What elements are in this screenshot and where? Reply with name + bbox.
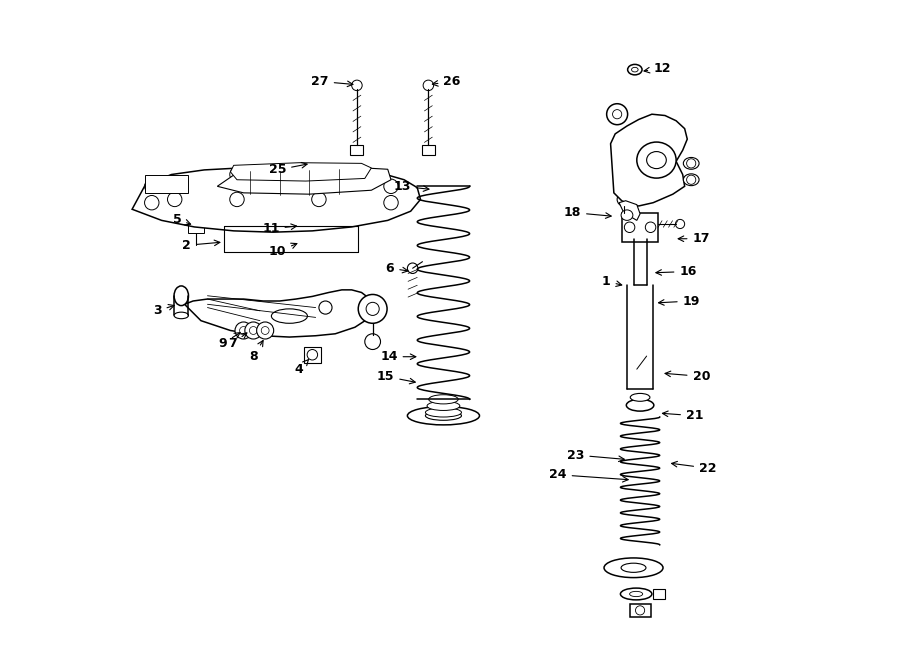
Circle shape [319,301,332,314]
Ellipse shape [627,64,642,75]
Bar [304,347,321,363]
Circle shape [239,327,248,334]
Ellipse shape [604,558,663,578]
Circle shape [230,192,244,207]
Circle shape [167,192,182,207]
Bar [188,225,203,233]
Text: 6: 6 [386,262,408,275]
Bar [422,145,435,155]
Text: 11: 11 [262,222,297,235]
Ellipse shape [621,210,633,220]
Circle shape [256,322,274,339]
Circle shape [635,605,644,615]
Text: 2: 2 [183,239,220,252]
Ellipse shape [620,588,652,600]
Text: 13: 13 [393,180,429,193]
Text: 9: 9 [219,332,240,350]
Ellipse shape [174,286,188,305]
Circle shape [687,175,696,184]
Ellipse shape [174,312,188,319]
Circle shape [352,80,362,91]
Circle shape [245,322,262,339]
Polygon shape [132,168,420,232]
Ellipse shape [426,408,462,417]
Circle shape [249,327,257,334]
Ellipse shape [272,309,308,323]
Ellipse shape [428,395,458,404]
Text: 26: 26 [432,75,461,88]
Ellipse shape [637,142,676,178]
Text: 12: 12 [644,62,670,75]
Bar [622,213,658,242]
Polygon shape [610,114,688,206]
Circle shape [645,222,656,233]
Text: 18: 18 [563,206,611,219]
Circle shape [613,110,622,119]
Ellipse shape [626,399,653,411]
Circle shape [261,327,269,334]
Circle shape [687,159,696,168]
Text: 23: 23 [567,449,625,461]
Text: 25: 25 [268,163,307,176]
Circle shape [311,192,326,207]
Circle shape [307,350,318,360]
Ellipse shape [683,174,699,186]
Text: 19: 19 [659,295,700,307]
Text: 14: 14 [380,350,416,363]
Circle shape [230,167,244,182]
Ellipse shape [630,592,643,597]
Text: 3: 3 [153,304,175,317]
Text: 5: 5 [173,213,191,225]
Text: 27: 27 [311,75,353,88]
Ellipse shape [428,401,460,410]
Bar [350,145,364,155]
Text: 4: 4 [295,360,309,376]
Ellipse shape [683,157,699,169]
Text: 16: 16 [656,265,697,278]
Polygon shape [619,201,640,220]
Polygon shape [230,163,372,181]
Circle shape [617,193,630,206]
Circle shape [676,219,685,229]
Bar [145,175,188,193]
Ellipse shape [426,411,462,420]
Circle shape [364,334,381,350]
Circle shape [358,294,387,323]
Ellipse shape [621,563,646,572]
Circle shape [423,80,434,91]
Circle shape [383,179,398,194]
Text: 10: 10 [268,243,297,258]
Ellipse shape [646,151,666,169]
Circle shape [145,196,159,210]
Text: 20: 20 [665,370,710,383]
Text: 24: 24 [549,468,628,482]
Circle shape [366,302,379,315]
Text: 8: 8 [249,340,263,363]
Text: 7: 7 [229,333,247,350]
Circle shape [625,222,634,233]
Circle shape [607,104,627,125]
Polygon shape [184,290,374,337]
Ellipse shape [408,407,480,425]
Text: 15: 15 [377,370,415,384]
Circle shape [311,167,326,182]
Circle shape [383,196,398,210]
Text: 22: 22 [671,461,716,475]
Ellipse shape [630,393,650,401]
Ellipse shape [632,67,638,72]
Bar [630,603,651,617]
Text: 21: 21 [662,409,704,422]
Circle shape [408,263,418,274]
Circle shape [235,322,252,339]
Text: 17: 17 [679,232,710,245]
Text: 1: 1 [602,275,622,288]
Polygon shape [217,168,391,194]
Bar [653,589,665,600]
Circle shape [145,179,159,194]
